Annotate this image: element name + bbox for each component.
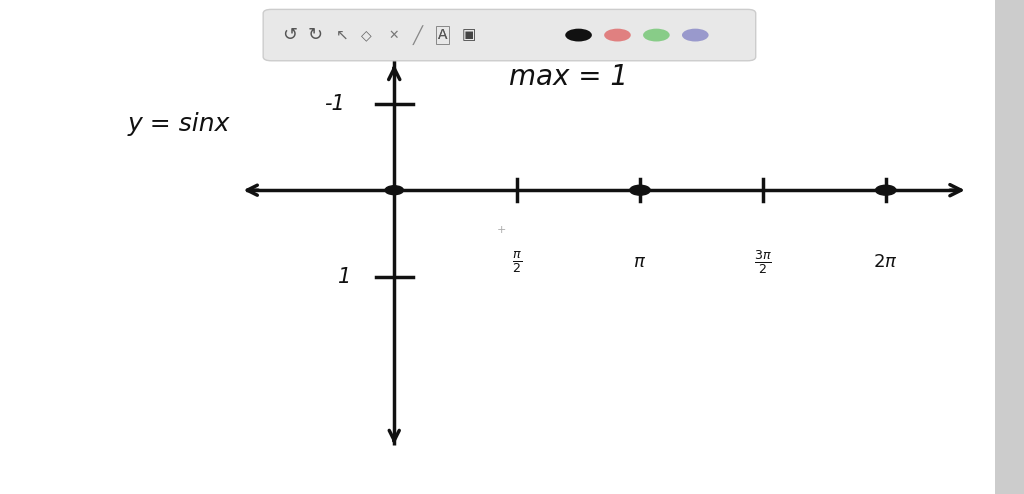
FancyBboxPatch shape xyxy=(263,9,756,61)
Circle shape xyxy=(643,29,670,41)
Text: ▣: ▣ xyxy=(462,28,476,42)
Text: 1: 1 xyxy=(339,267,351,287)
Text: +: + xyxy=(497,225,507,235)
Text: -1: -1 xyxy=(325,94,345,114)
Text: ↻: ↻ xyxy=(308,26,323,44)
Text: A: A xyxy=(437,28,447,42)
Text: A: A xyxy=(437,28,447,42)
Text: y = sinx: y = sinx xyxy=(128,112,230,135)
Circle shape xyxy=(630,185,650,195)
Text: $\pi$: $\pi$ xyxy=(634,253,646,271)
Text: ↖: ↖ xyxy=(336,28,348,42)
Circle shape xyxy=(385,186,403,195)
Text: $2\pi$: $2\pi$ xyxy=(873,253,898,271)
Text: ◇: ◇ xyxy=(361,28,372,42)
Text: $\frac{3\pi}{2}$: $\frac{3\pi}{2}$ xyxy=(754,248,772,276)
Text: $\frac{\pi}{2}$: $\frac{\pi}{2}$ xyxy=(512,249,522,275)
Text: ✕: ✕ xyxy=(388,29,398,41)
Bar xyxy=(995,0,1024,494)
Circle shape xyxy=(604,29,631,41)
Text: ╱: ╱ xyxy=(413,25,423,45)
Circle shape xyxy=(682,29,709,41)
Circle shape xyxy=(876,185,896,195)
Circle shape xyxy=(565,29,592,41)
Text: max = 1: max = 1 xyxy=(509,63,628,90)
Text: ↺: ↺ xyxy=(283,26,297,44)
